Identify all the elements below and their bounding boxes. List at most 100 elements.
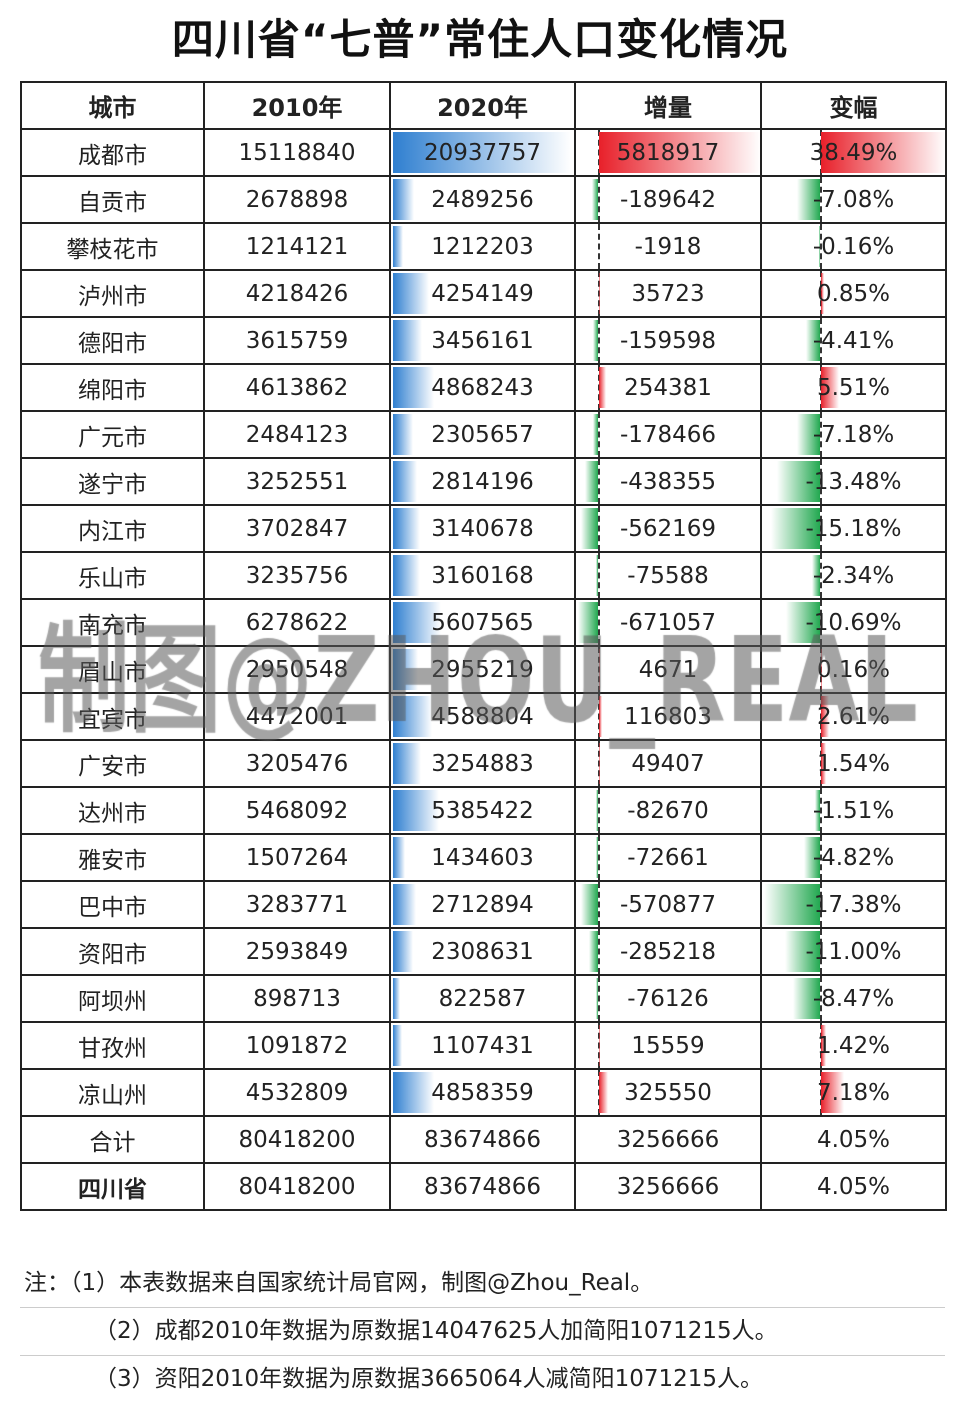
cell-pop-2010: 3205476 xyxy=(203,739,391,788)
cell-pop-2010: 4613862 xyxy=(203,363,391,412)
negative-data-bar xyxy=(804,837,820,878)
cell-pop-2010: 4218426 xyxy=(203,269,391,318)
cell-text: 广安市 xyxy=(78,753,147,780)
cell-increase: 35723 xyxy=(574,269,762,318)
cell-text: 德阳市 xyxy=(78,330,147,357)
cell-change-rate: -4.82% xyxy=(760,833,947,882)
table-row: 眉山市 2950548 2955219 4671 0.16% xyxy=(20,645,947,694)
cell-text: 3235756 xyxy=(245,562,349,589)
table-row: 巴中市 3283771 2712894 -570877 -17.38% xyxy=(20,880,947,929)
cell-increase: 49407 xyxy=(574,739,762,788)
cell-pop-2010: 2484123 xyxy=(203,410,391,459)
zero-axis xyxy=(598,554,600,597)
zero-axis xyxy=(598,601,600,644)
cell-text: 甘孜州 xyxy=(78,1035,147,1062)
cell-text: 4.05% xyxy=(816,1173,891,1200)
cell-pop-2020: 2305657 xyxy=(389,410,576,459)
zero-axis xyxy=(598,319,600,362)
data-bar-2020 xyxy=(393,1025,403,1066)
cell-text: 4613862 xyxy=(245,374,349,401)
table-row: 遂宁市 3252551 2814196 -438355 -13.48% xyxy=(20,457,947,506)
table-row: 合计 80418200 83674866 3256666 4.05% xyxy=(20,1115,947,1164)
positive-data-bar xyxy=(821,1025,826,1066)
cell-text: 4532809 xyxy=(245,1079,349,1106)
zero-axis xyxy=(820,977,822,1020)
cell-text: 35723 xyxy=(631,280,705,307)
cell-text: 3205476 xyxy=(245,750,349,777)
cell-city: 阿坝州 xyxy=(20,974,205,1023)
cell-text: 80418200 xyxy=(238,1126,356,1153)
zero-axis xyxy=(820,554,822,597)
cell-pop-2010: 3283771 xyxy=(203,880,391,929)
cell-pop-2020: 2308631 xyxy=(389,927,576,976)
table-row: 甘孜州 1091872 1107431 15559 1.42% xyxy=(20,1021,947,1070)
negative-data-bar xyxy=(776,461,820,502)
zero-axis xyxy=(598,460,600,503)
cell-change-rate: 1.42% xyxy=(760,1021,947,1070)
cell-text: -178466 xyxy=(619,421,717,448)
cell-text: 南充市 xyxy=(78,612,147,639)
negative-data-bar xyxy=(797,179,820,220)
zero-axis xyxy=(598,977,600,1020)
cell-pop-2010: 80418200 xyxy=(203,1162,391,1211)
cell-increase: 4671 xyxy=(574,645,762,694)
cell-text: 3252551 xyxy=(245,468,349,495)
cell-text: 1214121 xyxy=(245,233,349,260)
cell-pop-2020: 1107431 xyxy=(389,1021,576,1070)
negative-data-bar xyxy=(593,320,598,361)
cell-change-rate: -11.00% xyxy=(760,927,947,976)
zero-axis xyxy=(820,507,822,550)
cell-text: -0.16% xyxy=(812,233,895,260)
cell-increase: -438355 xyxy=(574,457,762,506)
cell-text: 2489256 xyxy=(431,186,534,213)
cell-text: -10.69% xyxy=(805,609,902,636)
cell-city: 内江市 xyxy=(20,504,205,553)
zero-axis xyxy=(820,225,822,268)
cell-text: 内江市 xyxy=(78,518,147,545)
zero-axis xyxy=(598,836,600,879)
zero-axis xyxy=(820,460,822,503)
cell-text: 泸州市 xyxy=(78,283,147,310)
cell-text: -570877 xyxy=(619,891,717,918)
cell-change-rate: 0.85% xyxy=(760,269,947,318)
cell-pop-2020: 4588804 xyxy=(389,692,576,741)
cell-pop-2010: 5468092 xyxy=(203,786,391,835)
table-row: 内江市 3702847 3140678 -562169 -15.18% xyxy=(20,504,947,553)
zero-axis xyxy=(598,930,600,973)
cell-text: 0.16% xyxy=(816,656,891,683)
cell-increase: -1918 xyxy=(574,222,762,271)
cell-pop-2010: 1091872 xyxy=(203,1021,391,1070)
cell-text: 3615759 xyxy=(245,327,349,354)
table-row: 达州市 5468092 5385422 -82670 -1.51% xyxy=(20,786,947,835)
cell-city: 攀枝花市 xyxy=(20,222,205,271)
positive-data-bar xyxy=(599,273,600,314)
cell-text: -76126 xyxy=(627,985,709,1012)
cell-text: 遂宁市 xyxy=(78,471,147,498)
cell-pop-2010: 4472001 xyxy=(203,692,391,741)
cell-increase: -72661 xyxy=(574,833,762,882)
cell-text: 5385422 xyxy=(431,797,534,824)
data-bar-2020 xyxy=(393,696,432,737)
cell-text: 15559 xyxy=(631,1032,705,1059)
cell-text: 1.42% xyxy=(816,1032,891,1059)
cell-city: 达州市 xyxy=(20,786,205,835)
cell-pop-2010: 1214121 xyxy=(203,222,391,271)
cell-text: 898713 xyxy=(253,985,341,1012)
cell-text: -82670 xyxy=(627,797,709,824)
cell-text: 资阳市 xyxy=(78,941,147,968)
cell-pop-2020: 3254883 xyxy=(389,739,576,788)
cell-increase: 15559 xyxy=(574,1021,762,1070)
cell-text: 0.85% xyxy=(816,280,891,307)
population-table: 城市 2010年 2020年 增量 变幅 成都市 15118840 20937757 5818… xyxy=(20,81,947,1211)
table-row: 成都市 15118840 20937757 5818917 38.49% xyxy=(20,128,947,177)
cell-pop-2010: 6278622 xyxy=(203,598,391,647)
cell-change-rate: 5.51% xyxy=(760,363,947,412)
data-bar-2020 xyxy=(393,367,435,408)
data-bar-2020 xyxy=(393,931,413,972)
negative-data-bar xyxy=(815,790,820,831)
cell-text: 凉山州 xyxy=(78,1082,147,1109)
cell-text: -159598 xyxy=(619,327,717,354)
cell-city: 眉山市 xyxy=(20,645,205,694)
cell-pop-2020: 822587 xyxy=(389,974,576,1023)
cell-pop-2020: 5607565 xyxy=(389,598,576,647)
